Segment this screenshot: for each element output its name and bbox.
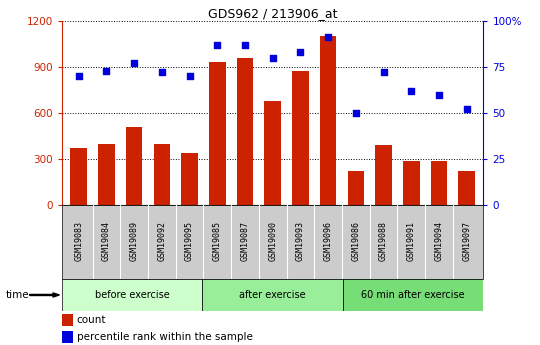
Bar — [431, 161, 447, 205]
Bar — [375, 145, 392, 205]
Text: GSM19095: GSM19095 — [185, 221, 194, 261]
Text: GSM19093: GSM19093 — [296, 221, 305, 261]
Text: GSM19086: GSM19086 — [352, 221, 360, 261]
Text: time: time — [5, 290, 29, 300]
Bar — [343, 279, 483, 311]
Text: 60 min after exercise: 60 min after exercise — [361, 290, 465, 300]
Text: before exercise: before exercise — [95, 290, 170, 300]
Text: count: count — [77, 315, 106, 325]
Title: GDS962 / 213906_at: GDS962 / 213906_at — [208, 7, 338, 20]
Point — [241, 42, 249, 48]
Text: GSM19087: GSM19087 — [240, 221, 249, 261]
Text: GSM19094: GSM19094 — [435, 221, 443, 261]
Bar — [403, 161, 420, 205]
Point — [462, 107, 471, 112]
Bar — [70, 148, 87, 205]
Bar — [202, 279, 343, 311]
Point — [185, 73, 194, 79]
Point — [296, 49, 305, 55]
Text: GSM19084: GSM19084 — [102, 221, 111, 261]
Bar — [98, 144, 114, 205]
Bar — [320, 36, 336, 205]
Point — [379, 70, 388, 75]
Text: GSM19088: GSM19088 — [379, 221, 388, 261]
Text: GSM19085: GSM19085 — [213, 221, 222, 261]
Point — [352, 110, 360, 116]
Bar — [62, 279, 202, 311]
Text: percentile rank within the sample: percentile rank within the sample — [77, 333, 253, 342]
Point — [407, 88, 416, 93]
Bar — [265, 101, 281, 205]
Text: GSM19089: GSM19089 — [130, 221, 139, 261]
Text: GSM19096: GSM19096 — [323, 221, 333, 261]
Bar — [237, 58, 253, 205]
Bar — [181, 153, 198, 205]
Point — [75, 73, 83, 79]
Point — [158, 70, 166, 75]
Point — [324, 34, 333, 40]
Bar — [209, 62, 226, 205]
Bar — [62, 314, 72, 326]
Text: after exercise: after exercise — [239, 290, 306, 300]
Point — [435, 92, 443, 97]
Text: GSM19090: GSM19090 — [268, 221, 277, 261]
Bar — [348, 171, 364, 205]
Bar — [62, 205, 483, 279]
Point — [102, 68, 111, 73]
Bar — [458, 171, 475, 205]
Bar — [126, 127, 143, 205]
Bar — [62, 331, 72, 343]
Point — [268, 55, 277, 60]
Bar — [292, 71, 309, 205]
Point — [213, 42, 221, 48]
Bar — [153, 144, 170, 205]
Text: GSM19091: GSM19091 — [407, 221, 416, 261]
Text: GSM19097: GSM19097 — [462, 221, 471, 261]
Text: GSM19083: GSM19083 — [74, 221, 83, 261]
Text: GSM19092: GSM19092 — [157, 221, 166, 261]
Point — [130, 60, 138, 66]
